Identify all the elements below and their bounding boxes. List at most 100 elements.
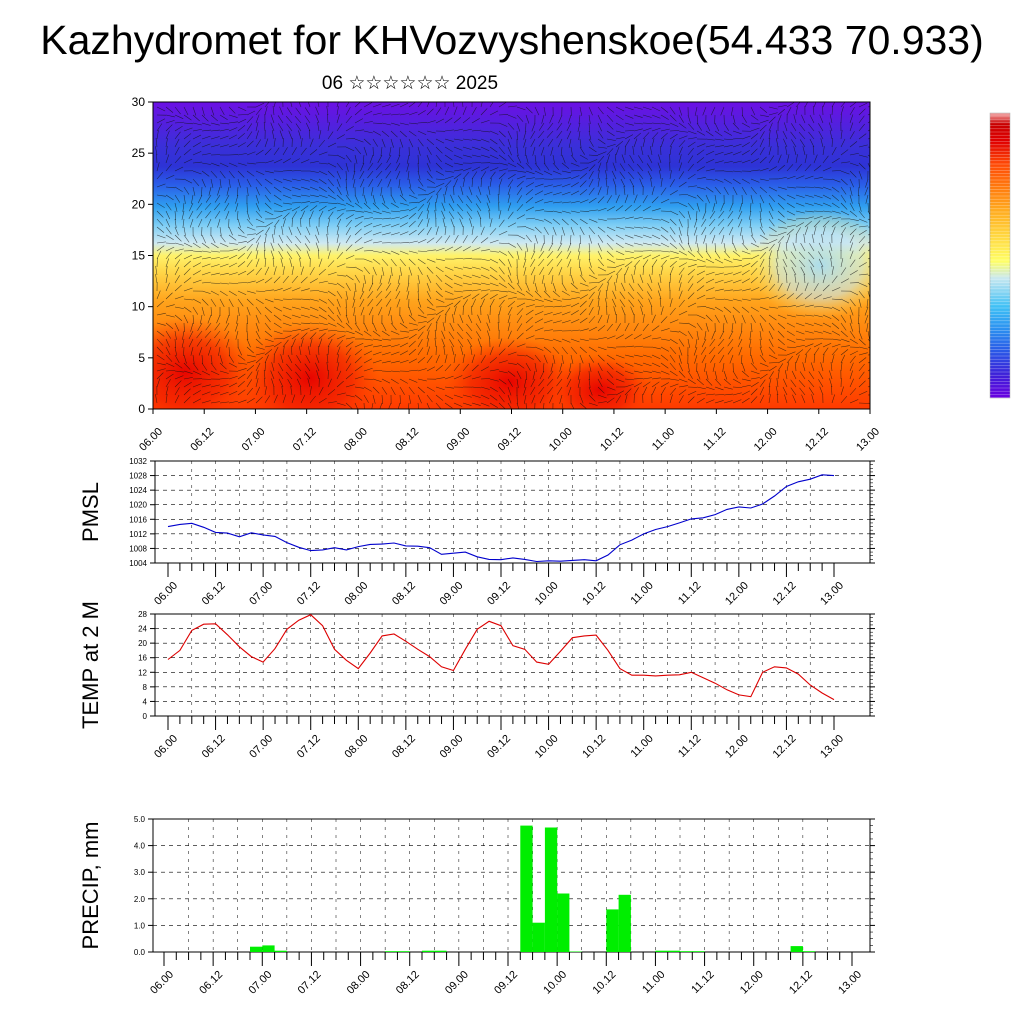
wind-barb — [336, 114, 340, 124]
x-tick-label: 09.12 — [492, 969, 520, 997]
wind-barb — [669, 133, 678, 140]
wind-barb — [678, 181, 687, 188]
wind-barb — [777, 104, 787, 108]
wind-barb — [295, 371, 302, 380]
wind-barb — [741, 135, 751, 140]
wind-barb — [207, 346, 212, 356]
wind-barb — [813, 186, 823, 189]
wind-barb — [597, 138, 606, 145]
wind-barb — [208, 186, 212, 196]
wind-barb — [336, 380, 344, 388]
wind-barb — [462, 257, 472, 260]
wind-barb — [858, 154, 868, 158]
wind-barb — [741, 384, 751, 388]
wind-barb — [309, 186, 319, 191]
wind-barb — [750, 287, 760, 292]
wind-barb — [246, 298, 254, 306]
wind-barb — [813, 215, 823, 220]
wind-barb — [795, 106, 798, 116]
wind-barb — [453, 394, 463, 399]
wind-barb — [750, 382, 759, 388]
wind-barb — [336, 234, 339, 244]
wind-barb — [345, 146, 355, 152]
y-tick-label: 1016 — [129, 515, 147, 524]
wind-barb — [507, 122, 515, 130]
wind-barb — [660, 106, 669, 113]
wind-barb — [530, 378, 536, 388]
wind-barb — [678, 130, 688, 133]
wind-barb — [219, 391, 229, 396]
wind-barb — [551, 274, 554, 284]
wind-barb — [669, 114, 677, 122]
wind-barb — [372, 231, 382, 236]
wind-barb — [453, 169, 463, 172]
wind-barb — [359, 298, 365, 308]
y-tick-label: 1024 — [129, 486, 147, 495]
wind-barb — [345, 227, 351, 236]
wind-barb — [597, 196, 605, 204]
wind-barb — [367, 298, 374, 307]
wind-barb — [597, 362, 603, 371]
wind-barb — [678, 193, 688, 196]
wind-barb — [678, 202, 688, 207]
wind-barb — [651, 377, 661, 380]
wind-barb — [561, 170, 571, 174]
wind-barb — [714, 250, 721, 259]
wind-barb — [255, 210, 263, 218]
wind-barb — [190, 346, 194, 356]
x-tick-label: 12.12 — [771, 733, 799, 761]
wind-barb — [156, 183, 166, 188]
wind-barb — [282, 339, 289, 348]
wind-barb — [327, 298, 335, 306]
wind-barb — [237, 346, 242, 356]
wind-barb — [210, 282, 221, 284]
wind-barb — [282, 275, 289, 284]
wind-barb — [237, 261, 246, 268]
wind-barb — [390, 360, 400, 364]
precip-bar — [434, 950, 447, 952]
wind-barb — [219, 114, 228, 120]
wind-barb — [615, 323, 621, 332]
wind-barb — [354, 402, 358, 409]
wind-barb — [786, 330, 795, 336]
wind-barb — [246, 398, 255, 404]
wind-barb — [489, 146, 498, 153]
wind-barb — [786, 338, 796, 343]
wind-barb — [597, 386, 605, 394]
wind-barb — [372, 258, 381, 265]
wind-barb — [165, 386, 169, 396]
wind-barb — [696, 149, 705, 156]
wind-barb — [840, 338, 850, 343]
wind-barb — [776, 130, 779, 140]
wind-barb — [723, 144, 733, 148]
wind-barb — [381, 386, 388, 395]
wind-barb — [786, 228, 794, 236]
wind-barb — [264, 289, 274, 292]
wind-barb — [264, 322, 271, 331]
wind-barb — [624, 234, 634, 239]
wind-barb — [417, 203, 425, 212]
wind-barb — [255, 235, 262, 244]
wind-barb — [705, 322, 709, 332]
wind-barb — [741, 390, 751, 396]
wind-barb — [435, 118, 445, 124]
wind-barb — [786, 362, 790, 372]
wind-barb — [867, 274, 870, 276]
wind-barb — [570, 146, 573, 156]
wind-barb — [722, 322, 725, 332]
wind-barb — [498, 122, 508, 127]
wind-barb — [561, 338, 571, 343]
wind-barb — [651, 354, 661, 359]
wind-barb — [588, 370, 591, 380]
wind-barb — [182, 330, 185, 340]
wind-barb — [441, 202, 446, 212]
wind-barb — [156, 322, 166, 326]
wind-barb — [201, 263, 211, 268]
wind-barb — [480, 355, 486, 364]
wind-barb — [558, 266, 563, 276]
wind-barb — [345, 219, 352, 228]
wind-barb — [534, 154, 537, 164]
wind-barb — [489, 218, 493, 228]
wind-barb — [288, 130, 293, 140]
wind-barb — [282, 335, 292, 340]
